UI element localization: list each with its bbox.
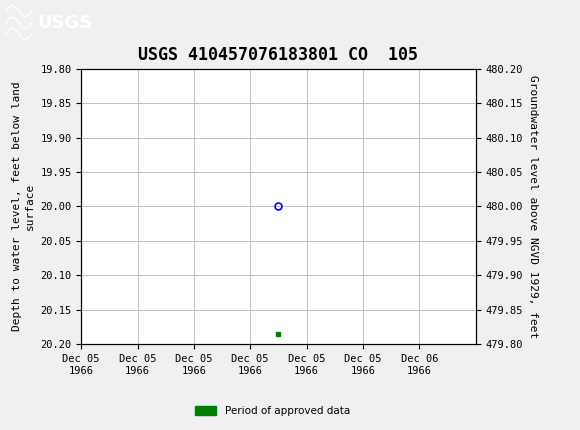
Legend: Period of approved data: Period of approved data [191,402,354,421]
Title: USGS 410457076183801 CO  105: USGS 410457076183801 CO 105 [139,46,418,64]
Text: USGS: USGS [38,14,93,31]
Y-axis label: Groundwater level above NGVD 1929, feet: Groundwater level above NGVD 1929, feet [528,75,538,338]
Y-axis label: Depth to water level, feet below land
surface: Depth to water level, feet below land su… [12,82,35,331]
